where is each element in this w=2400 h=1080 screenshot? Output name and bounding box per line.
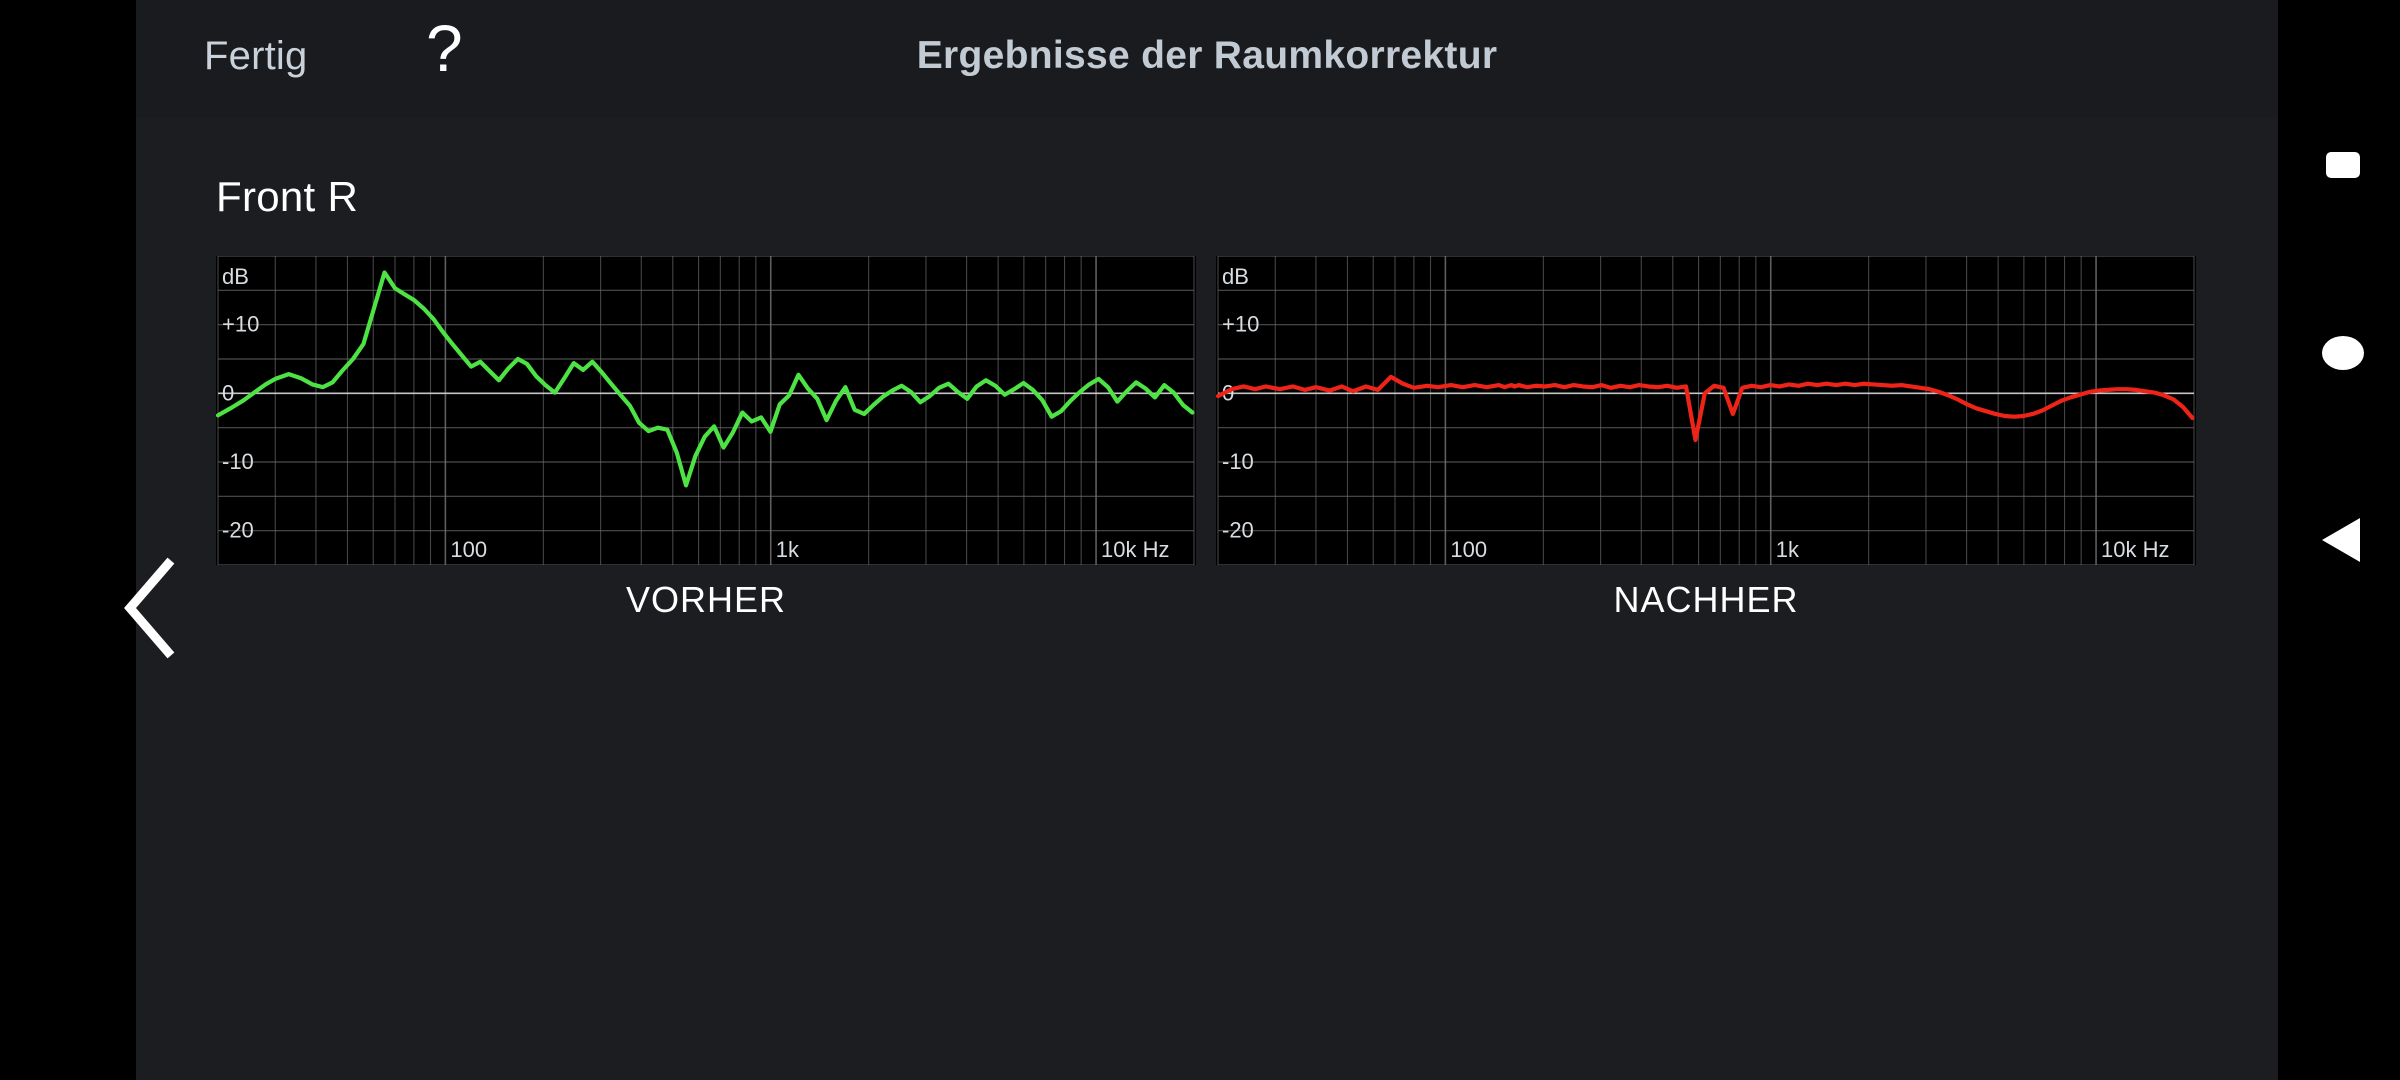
chart-after: +10 0 -10 -20 dB 100 1k 10k Hz NACHHER [1216, 256, 2196, 621]
svg-text:10k Hz: 10k Hz [1101, 537, 1169, 562]
svg-text:+10: +10 [1222, 312, 1259, 337]
plot-area-after: +10 0 -10 -20 dB 100 1k 10k Hz [1216, 256, 2196, 565]
svg-text:+10: +10 [222, 312, 259, 337]
svg-text:10k Hz: 10k Hz [2101, 537, 2169, 562]
svg-text:-20: -20 [1222, 518, 1254, 543]
svg-text:-10: -10 [1222, 449, 1254, 474]
svg-text:-20: -20 [222, 518, 254, 543]
done-button[interactable]: Fertig [204, 34, 308, 78]
android-navbar [2278, 0, 2400, 1080]
chevron-left-icon[interactable] [106, 548, 196, 668]
triangle-back-icon[interactable] [2322, 518, 2360, 562]
channel-label: Front R [216, 173, 359, 220]
svg-text:100: 100 [1450, 537, 1487, 562]
help-icon[interactable]: ? [426, 11, 463, 85]
header-bar: Fertig ? Ergebnisse der Raumkorrektur [136, 0, 2278, 118]
page-title: Ergebnisse der Raumkorrektur [916, 34, 1498, 77]
svg-text:1k: 1k [776, 537, 800, 562]
svg-text:dB: dB [222, 264, 249, 289]
svg-text:dB: dB [1222, 264, 1249, 289]
square-recents-icon[interactable] [2326, 152, 2360, 178]
svg-text:-10: -10 [222, 449, 254, 474]
chart-caption-before: VORHER [625, 579, 787, 620]
circle-home-icon[interactable] [2322, 336, 2364, 370]
svg-text:0: 0 [222, 380, 234, 405]
svg-text:1k: 1k [1776, 537, 1800, 562]
content-area: Front R +10 0 -10 -20 dB 100 1k 10k Hz VORHER +… [124, 118, 2278, 1080]
charts-container: +10 0 -10 -20 dB 100 1k 10k Hz VORHER +10 0 -10 -2… [136, 118, 2278, 1080]
plot-area-before: +10 0 -10 -20 dB 100 1k 10k Hz [216, 256, 1196, 565]
chart-before: +10 0 -10 -20 dB 100 1k 10k Hz VORHER [216, 256, 1196, 621]
app-panel: Fertig ? Ergebnisse der Raumkorrektur Fr… [124, 0, 2278, 1080]
chart-caption-after: NACHHER [1613, 579, 1799, 620]
svg-text:100: 100 [450, 537, 487, 562]
